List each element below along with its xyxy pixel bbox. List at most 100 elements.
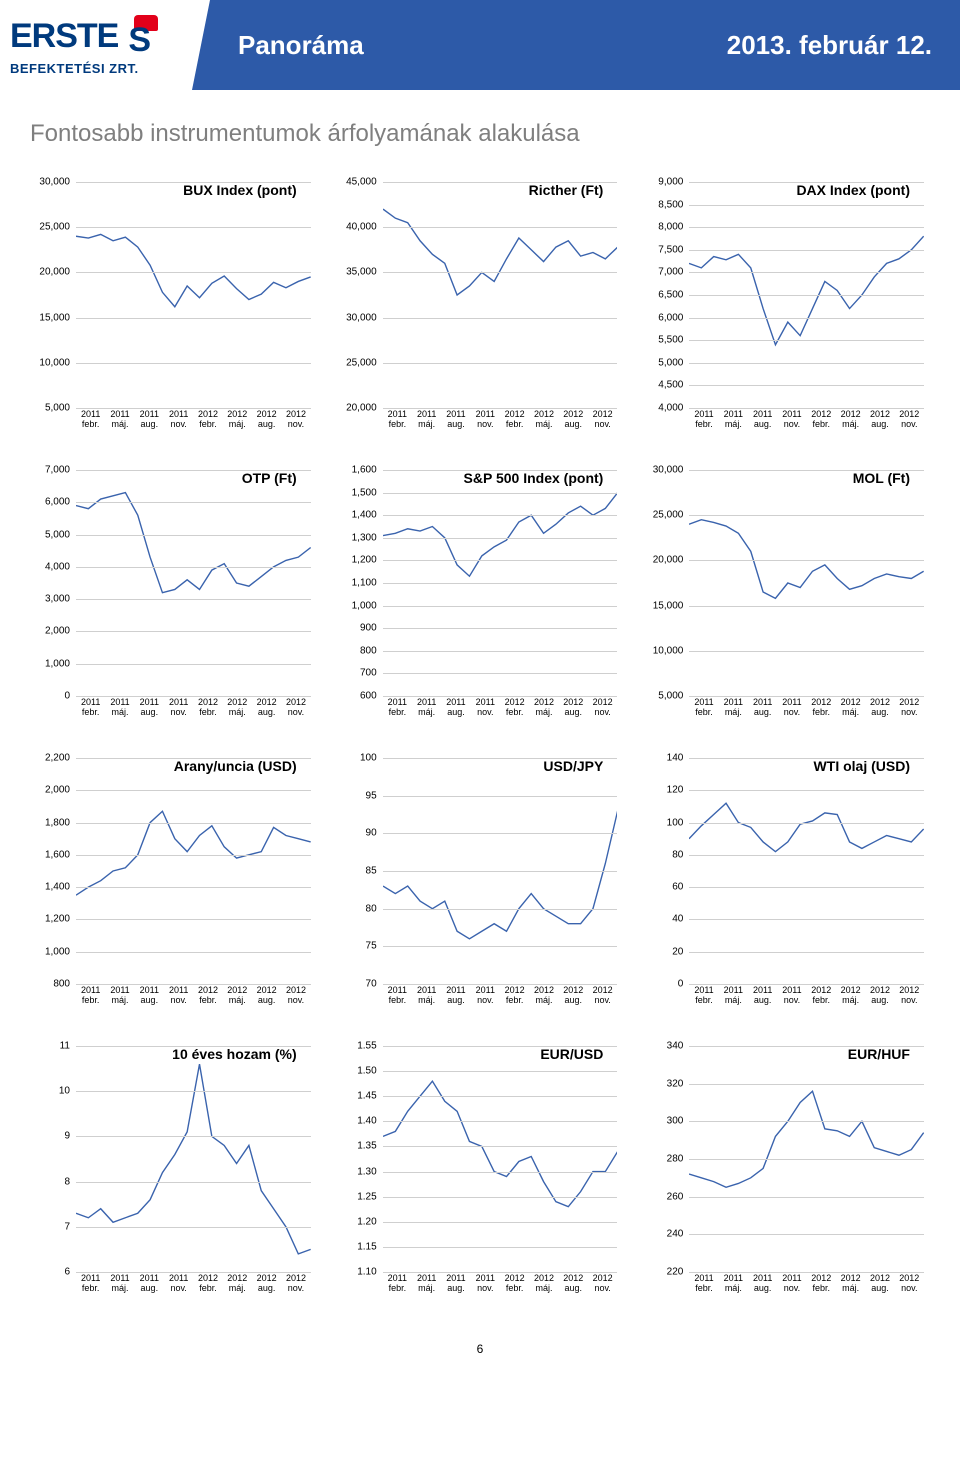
y-tick: 2,000 (45, 785, 70, 796)
gridline (76, 227, 311, 228)
gridline (689, 272, 924, 273)
x-tick: 2011febr. (383, 698, 412, 726)
plot-area (383, 1046, 618, 1272)
x-tick: 2011nov. (471, 698, 500, 726)
x-axis: 2011febr.2011máj.2011aug.2011nov.2012feb… (383, 698, 618, 726)
gridline (383, 470, 618, 471)
y-tick: 9 (64, 1131, 70, 1142)
x-tick: 2012febr. (500, 698, 529, 726)
gridline (689, 1121, 924, 1122)
y-tick: 1,400 (352, 510, 377, 521)
gridline (76, 631, 311, 632)
y-tick: 4,500 (658, 380, 683, 391)
chart-gold: Arany/uncia (USD)8001,0001,2001,4001,600… (30, 754, 317, 1014)
x-tick: 2011febr. (76, 698, 105, 726)
gridline (76, 1046, 311, 1047)
gridline (689, 205, 924, 206)
gridline (383, 560, 618, 561)
gridline (383, 833, 618, 834)
y-axis: 8001,0001,2001,4001,6001,8002,0002,200 (30, 758, 74, 984)
y-tick: 7,500 (658, 244, 683, 255)
gridline (383, 1096, 618, 1097)
series-line (383, 811, 618, 939)
y-tick: 1.45 (357, 1091, 376, 1102)
y-tick: 6 (64, 1267, 70, 1278)
x-tick: 2011máj. (719, 986, 748, 1014)
x-tick: 2011nov. (164, 986, 193, 1014)
plot-area (76, 1046, 311, 1272)
x-tick: 2012febr. (807, 698, 836, 726)
y-tick: 5,000 (658, 691, 683, 702)
y-tick: 20 (672, 946, 683, 957)
y-axis: 4,0004,5005,0005,5006,0006,5007,0007,500… (643, 182, 687, 408)
x-tick: 2011febr. (689, 698, 718, 726)
y-tick: 0 (64, 691, 70, 702)
gridline (383, 227, 618, 228)
y-tick: 800 (360, 645, 377, 656)
x-tick: 2011febr. (383, 1274, 412, 1302)
plot-area (383, 182, 618, 408)
x-tick: 2012máj. (223, 698, 252, 726)
chart-eurusd: EUR/USD1.101.151.201.251.301.351.401.451… (337, 1042, 624, 1302)
y-tick: 1.20 (357, 1216, 376, 1227)
y-tick: 320 (667, 1078, 684, 1089)
x-tick: 2011nov. (777, 410, 806, 438)
x-axis: 2011febr.2011máj.2011aug.2011nov.2012feb… (689, 410, 924, 438)
y-tick: 20,000 (653, 555, 684, 566)
line-svg (76, 470, 311, 696)
gridline (383, 946, 618, 947)
gridline (689, 1046, 924, 1047)
gridline (76, 1136, 311, 1137)
gridline (383, 538, 618, 539)
y-tick: 60 (672, 882, 683, 893)
y-tick: 1,600 (45, 849, 70, 860)
y-axis: 5,00010,00015,00020,00025,00030,000 (643, 470, 687, 696)
series-line (383, 493, 618, 577)
x-tick: 2011aug. (135, 698, 164, 726)
x-tick: 2012febr. (807, 986, 836, 1014)
y-tick: 220 (667, 1267, 684, 1278)
chart-dax: DAX Index (pont)4,0004,5005,0005,5006,00… (643, 178, 930, 438)
doc-title: Panoráma (238, 30, 364, 61)
line-svg (383, 1046, 618, 1272)
y-tick: 40,000 (346, 222, 377, 233)
y-tick: 8,000 (658, 222, 683, 233)
gridline (689, 295, 924, 296)
y-tick: 120 (667, 785, 684, 796)
x-axis: 2011febr.2011máj.2011aug.2011nov.2012feb… (383, 1274, 618, 1302)
gridline (76, 664, 311, 665)
y-axis: 5,00010,00015,00020,00025,00030,000 (30, 182, 74, 408)
plot-area (76, 758, 311, 984)
x-tick: 2012nov. (281, 986, 310, 1014)
gridline (76, 919, 311, 920)
x-tick: 2011aug. (441, 1274, 470, 1302)
gridline (689, 887, 924, 888)
x-tick: 2011aug. (748, 410, 777, 438)
y-tick: 100 (360, 753, 377, 764)
gridline (689, 1084, 924, 1085)
chart-mol: MOL (Ft)5,00010,00015,00020,00025,00030,… (643, 466, 930, 726)
gridline (76, 182, 311, 183)
plot-area (383, 470, 618, 696)
gridline (76, 363, 311, 364)
y-tick: 700 (360, 668, 377, 679)
x-tick: 2012febr. (193, 986, 222, 1014)
gridline (689, 318, 924, 319)
series-line (76, 811, 311, 895)
x-tick: 2011aug. (441, 698, 470, 726)
x-tick: 2011nov. (164, 698, 193, 726)
x-tick: 2012febr. (500, 1274, 529, 1302)
gridline (689, 1197, 924, 1198)
doc-date: 2013. február 12. (727, 30, 932, 61)
x-tick: 2011máj. (105, 1274, 134, 1302)
y-tick: 75 (366, 941, 377, 952)
y-tick: 1,200 (352, 555, 377, 566)
x-tick: 2012máj. (836, 410, 865, 438)
chart-otp: OTP (Ft)01,0002,0003,0004,0005,0006,0007… (30, 466, 317, 726)
series-line (383, 209, 618, 295)
x-tick: 2011nov. (164, 410, 193, 438)
x-tick: 2011máj. (412, 410, 441, 438)
x-tick: 2011nov. (164, 1274, 193, 1302)
gridline (689, 855, 924, 856)
y-tick: 1,100 (352, 578, 377, 589)
